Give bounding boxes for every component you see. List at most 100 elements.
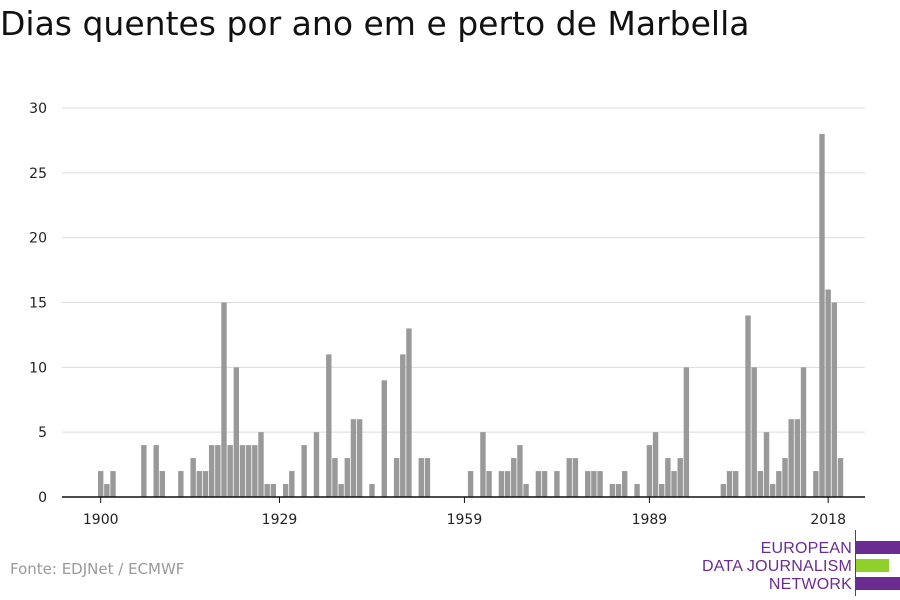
bar [511, 458, 517, 497]
bar [252, 445, 258, 497]
bar [381, 380, 387, 497]
bar [178, 471, 184, 497]
bar [677, 458, 683, 497]
bar [726, 471, 733, 497]
bar [196, 471, 203, 497]
bars [98, 133, 844, 497]
bar [104, 484, 110, 497]
bar [751, 367, 757, 497]
bar [825, 289, 831, 497]
bar [289, 471, 295, 497]
edjnet-logo: EUROPEAN DATA JOURNALISM NETWORK [702, 530, 900, 596]
bar [622, 471, 628, 497]
bar [406, 328, 412, 497]
bar [344, 458, 350, 497]
bar [159, 471, 166, 497]
source-note: Fonte: EDJNet / ECMWF [10, 560, 185, 578]
bar [393, 458, 400, 497]
gridlines [62, 107, 865, 433]
y-tick-label: 0 [38, 490, 47, 506]
x-tick-label: 1900 [83, 512, 119, 528]
bar [282, 484, 289, 497]
bar [757, 471, 764, 497]
bar [566, 458, 572, 497]
bar [356, 419, 363, 497]
x-tick-label: 1989 [632, 512, 668, 528]
bar [683, 367, 690, 497]
bar [615, 484, 622, 497]
x-axis-ticks: 1900 1929 1959 1989 2018 [83, 497, 846, 528]
bar [800, 367, 807, 497]
bar [652, 432, 659, 497]
bar [769, 484, 776, 497]
bar [221, 302, 227, 497]
bar [270, 484, 277, 497]
bar [597, 471, 603, 497]
bar [313, 432, 320, 497]
bar [609, 484, 616, 497]
bar [264, 484, 270, 497]
bar [424, 458, 431, 497]
logo-text-line2: DATA JOURNALISM [702, 558, 852, 575]
logo-divider [855, 530, 856, 596]
bar [98, 471, 104, 497]
bar [498, 471, 505, 497]
x-tick-label: 1929 [262, 512, 298, 528]
bar [190, 458, 196, 497]
bar [418, 458, 424, 497]
bar [332, 458, 338, 497]
bar [486, 471, 492, 497]
bar-chart: 0 5 10 15 20 25 30 1900 1929 1959 1989 2018 [29, 101, 865, 528]
x-tick-label: 2018 [810, 512, 846, 528]
bar [326, 354, 332, 497]
bar [634, 484, 640, 497]
y-tick-label: 15 [29, 296, 47, 312]
bar [646, 445, 653, 497]
bar [572, 458, 579, 497]
bar [245, 445, 252, 497]
bar [517, 445, 523, 497]
y-tick-label: 10 [29, 360, 47, 376]
bar [233, 367, 240, 497]
bar [763, 432, 770, 497]
bar [733, 471, 739, 497]
bar [794, 419, 801, 497]
bar [239, 445, 246, 497]
logo-bar-top [856, 541, 900, 554]
logo-bar-bottom [856, 577, 900, 590]
bar [258, 432, 264, 497]
bar [141, 445, 147, 497]
bar [819, 133, 825, 497]
bar [467, 471, 474, 497]
bar [585, 471, 591, 497]
bar [554, 471, 560, 497]
bar [659, 484, 665, 497]
bar [227, 445, 233, 497]
bar [837, 458, 844, 497]
bar [782, 458, 788, 497]
bar [591, 471, 597, 497]
bar [788, 419, 794, 497]
bar [831, 302, 838, 497]
bar [350, 419, 357, 497]
bar [671, 471, 677, 497]
bar [369, 484, 375, 497]
y-tick-label: 25 [29, 166, 47, 182]
bar [480, 432, 486, 497]
chart-title: Dias quentes por ano em e perto de Marbe… [0, 4, 750, 43]
logo-text-line1: EUROPEAN [760, 540, 852, 557]
bar [720, 484, 727, 497]
logo-bar-middle [856, 559, 889, 572]
bar [215, 445, 221, 497]
bar [338, 484, 344, 497]
y-tick-label: 30 [29, 101, 47, 117]
bar [153, 445, 159, 497]
bar [745, 315, 751, 497]
bar [535, 471, 542, 497]
bar [504, 471, 511, 497]
logo-text-line3: NETWORK [768, 576, 852, 593]
y-tick-label: 5 [38, 425, 47, 441]
bar [813, 471, 819, 497]
bar [541, 471, 548, 497]
bar [400, 354, 406, 497]
